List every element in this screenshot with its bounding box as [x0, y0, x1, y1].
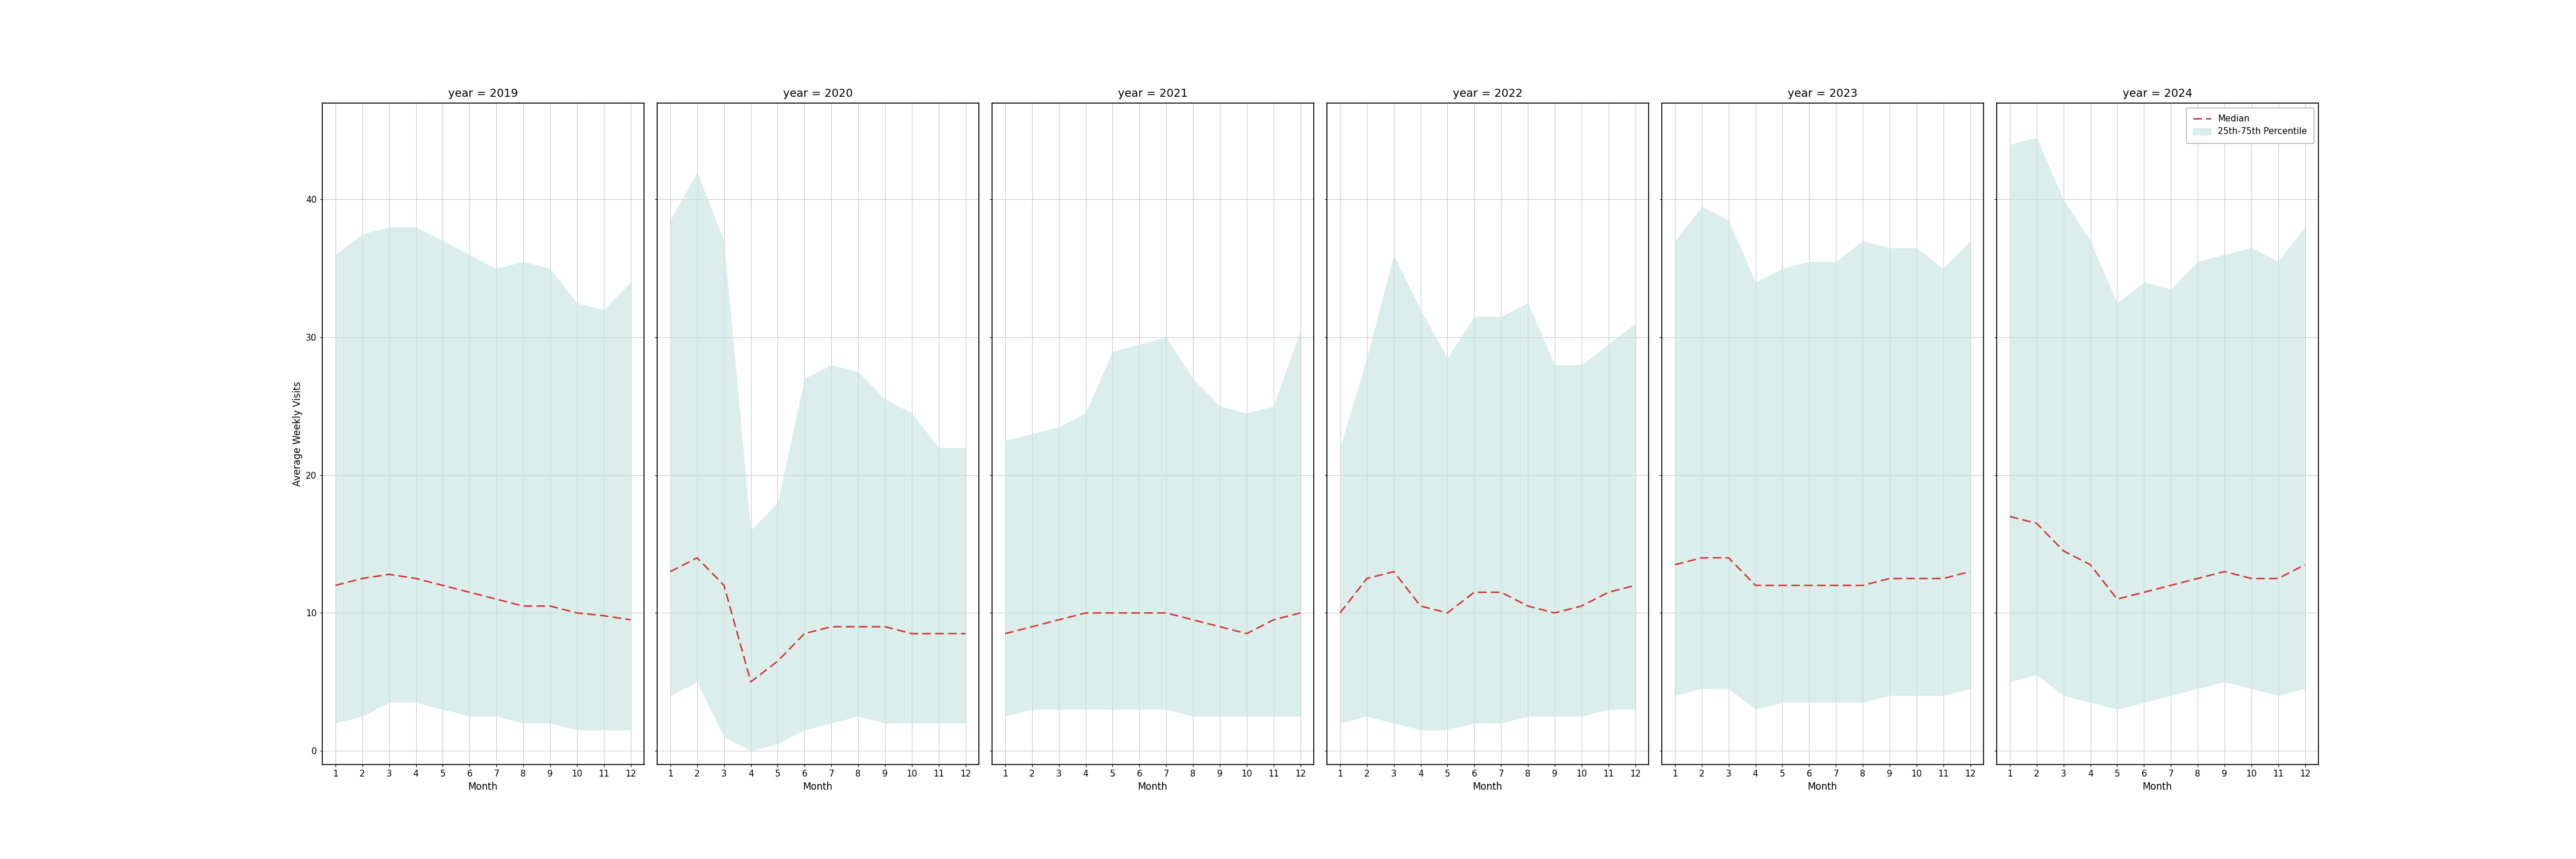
Title: year = 2019: year = 2019 — [448, 88, 518, 99]
X-axis label: Month: Month — [1473, 782, 1502, 792]
Title: year = 2023: year = 2023 — [1788, 88, 1857, 99]
Legend: Median, 25th-75th Percentile: Median, 25th-75th Percentile — [2187, 107, 2313, 143]
Title: year = 2020: year = 2020 — [783, 88, 853, 99]
X-axis label: Month: Month — [2143, 782, 2172, 792]
Title: year = 2021: year = 2021 — [1118, 88, 1188, 99]
X-axis label: Month: Month — [1139, 782, 1167, 792]
Y-axis label: Average Weekly Visits: Average Weekly Visits — [291, 381, 301, 486]
X-axis label: Month: Month — [804, 782, 832, 792]
Title: year = 2024: year = 2024 — [2123, 88, 2192, 99]
X-axis label: Month: Month — [1808, 782, 1837, 792]
Title: year = 2022: year = 2022 — [1453, 88, 1522, 99]
X-axis label: Month: Month — [469, 782, 497, 792]
